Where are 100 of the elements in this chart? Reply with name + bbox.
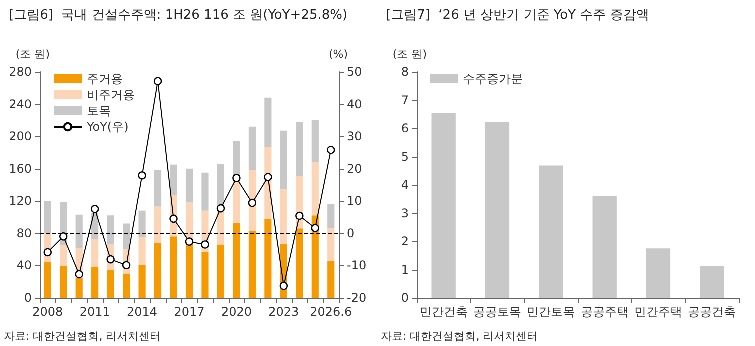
legend-label: 주거용: [87, 72, 123, 86]
bar: [60, 266, 68, 298]
x-tick-label: 공공주택: [580, 305, 629, 319]
point: [185, 238, 194, 246]
point: [311, 224, 320, 232]
point: [248, 198, 257, 208]
bar: [646, 248, 671, 298]
bar: [76, 214, 83, 248]
bar: [123, 274, 130, 298]
bar: [60, 246, 68, 267]
bar: [296, 228, 304, 298]
point: [138, 172, 146, 180]
bar: [138, 264, 146, 298]
bar: [248, 126, 256, 170]
y2-tick-label: 40: [347, 97, 362, 112]
bar: [296, 122, 304, 176]
point: [60, 232, 68, 241]
bar: [312, 162, 319, 216]
bar: [154, 170, 162, 207]
y-tick-label: 2: [401, 234, 409, 248]
y-tick-label: 80: [16, 226, 32, 240]
point: [154, 77, 162, 86]
y-axis-title: (조 원): [16, 48, 50, 61]
bar: [202, 252, 209, 298]
y-tick-label: 5: [401, 150, 409, 164]
bar: [700, 266, 724, 298]
bar: [92, 267, 99, 298]
bar: [170, 236, 178, 298]
bar: [186, 244, 194, 298]
x-tick-label: 민간건축: [420, 305, 468, 319]
x-tick-label: 민간토목: [527, 305, 576, 319]
bar: [138, 237, 146, 265]
bar: [170, 164, 178, 196]
point: [280, 282, 288, 290]
text: 자료: 대한건설협회, 리서치센터: [4, 330, 162, 343]
y-tick-label: 4: [401, 178, 409, 192]
x-tick-label: 2026.6: [310, 305, 352, 319]
x-tick-label: 2017: [174, 305, 205, 319]
bar: [202, 172, 209, 211]
x-tick-label: 공공건축: [688, 305, 736, 319]
y2-tick-label: -10: [347, 258, 367, 273]
point: [106, 255, 115, 264]
bar: [248, 231, 256, 298]
y2-tick-label: 20: [347, 162, 362, 176]
bar: [264, 98, 272, 148]
point: [327, 146, 336, 154]
bar: [107, 216, 114, 245]
bar: [592, 196, 617, 298]
bar: [44, 201, 52, 234]
y2-tick-label: 10: [347, 194, 362, 208]
legend-label: 토목: [87, 104, 111, 118]
legend-label: YoY(우): [86, 120, 129, 134]
y2-tick-label: 0: [347, 226, 355, 240]
point: [201, 240, 210, 249]
x-tick-label: 2014: [127, 305, 158, 319]
y-tick-label: 160: [9, 162, 32, 176]
x-tick-label: 2023: [268, 305, 300, 319]
bar: [154, 206, 162, 244]
bar: [233, 141, 240, 177]
bar: [328, 204, 335, 229]
y-tick-label: 40: [16, 258, 32, 273]
point: [264, 173, 272, 182]
y-tick-label: 280: [9, 65, 32, 79]
x-tick-label: 2008: [32, 305, 64, 319]
point: [216, 204, 226, 213]
bar: [92, 239, 99, 268]
point: [44, 248, 52, 257]
bar: [217, 244, 225, 298]
y2-axis-title: (%): [329, 48, 348, 61]
chart-title: [그림6] 국내 건설수주액: 1H26 116 조 원(YoY+25.8%): [9, 8, 348, 23]
x-tick-label: 2011: [80, 305, 110, 319]
y2-tick-label: 50: [347, 65, 362, 79]
bar: [123, 224, 130, 250]
y-tick-label: 6: [401, 122, 409, 136]
bar: [312, 120, 319, 162]
y-tick-label: 8: [401, 65, 409, 79]
bar: [432, 112, 456, 298]
bar: [44, 262, 52, 298]
x-tick-label: 공공토목: [474, 305, 522, 319]
bar: [328, 260, 335, 298]
y-tick-label: 200: [9, 130, 32, 144]
bar: [138, 210, 146, 238]
bar: [280, 130, 288, 190]
text: 자료: 대한건설협회, 리서치센터: [381, 330, 538, 343]
x-tick-label: 2020: [221, 305, 252, 319]
legend-label: 비주거용: [87, 88, 135, 102]
point: [122, 261, 131, 270]
y-tick-label: 0: [24, 291, 32, 305]
y2-tick-label: -20: [347, 291, 367, 305]
y-tick-label: 7: [401, 93, 409, 108]
bar: [76, 278, 83, 298]
y-tick-label: 3: [401, 206, 409, 220]
point: [296, 212, 304, 220]
x-tick-label: 민간주택: [634, 305, 682, 319]
y-axis-title: (조 원): [392, 48, 427, 61]
legend-label: 수주증가분: [463, 72, 523, 86]
bar: [485, 122, 510, 298]
bar: [280, 189, 288, 244]
y-tick-label: 1: [401, 262, 409, 277]
y-tick-label: 120: [9, 194, 32, 208]
